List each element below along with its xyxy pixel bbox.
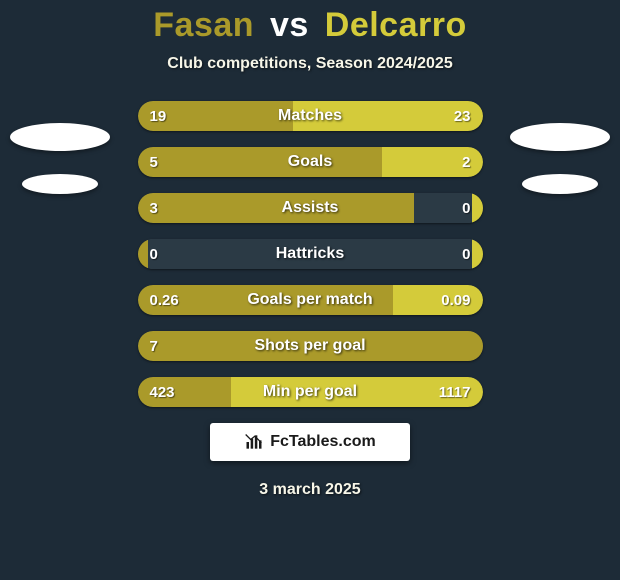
decorative-oval (22, 174, 98, 194)
stat-row: 30Assists (138, 193, 483, 223)
stat-value-right: 0 (450, 193, 482, 223)
comparison-card: Fasan vs Delcarro Club competitions, Sea… (0, 0, 620, 580)
stat-row: 4231117Min per goal (138, 377, 483, 407)
decorative-oval (510, 123, 610, 151)
stat-value-right: 0.09 (429, 285, 482, 315)
stat-track (138, 239, 483, 269)
stat-value-right: 2 (450, 147, 482, 177)
stat-row: 1923Matches (138, 101, 483, 131)
title-vs: vs (270, 6, 309, 44)
subtitle: Club competitions, Season 2024/2025 (0, 55, 620, 73)
title: Fasan vs Delcarro (0, 6, 620, 45)
stat-row: 52Goals (138, 147, 483, 177)
stat-value-left: 19 (138, 101, 179, 131)
chart-icon (244, 432, 264, 452)
date: 3 march 2025 (0, 481, 620, 499)
source-badge-text: FcTables.com (270, 433, 376, 451)
stat-value-left: 3 (138, 193, 170, 223)
decorative-oval (10, 123, 110, 151)
title-player2: Delcarro (325, 6, 467, 44)
stat-row: 7Shots per goal (138, 331, 483, 361)
stat-value-left: 5 (138, 147, 170, 177)
stat-value-left: 0.26 (138, 285, 191, 315)
stat-fill-left (138, 331, 483, 361)
stat-value-left: 423 (138, 377, 187, 407)
source-badge: FcTables.com (210, 423, 410, 461)
stat-row: 0.260.09Goals per match (138, 285, 483, 315)
stat-value-left: 0 (138, 239, 170, 269)
stat-value-left: 7 (138, 331, 170, 361)
stat-value-right: 23 (442, 101, 483, 131)
stat-value-right: 1117 (427, 377, 483, 407)
stat-fill-left (138, 147, 383, 177)
decorative-oval (522, 174, 598, 194)
stat-value-right: 0 (450, 239, 482, 269)
stat-row: 00Hattricks (138, 239, 483, 269)
stat-fill-left (138, 193, 414, 223)
title-player1: Fasan (153, 6, 254, 44)
